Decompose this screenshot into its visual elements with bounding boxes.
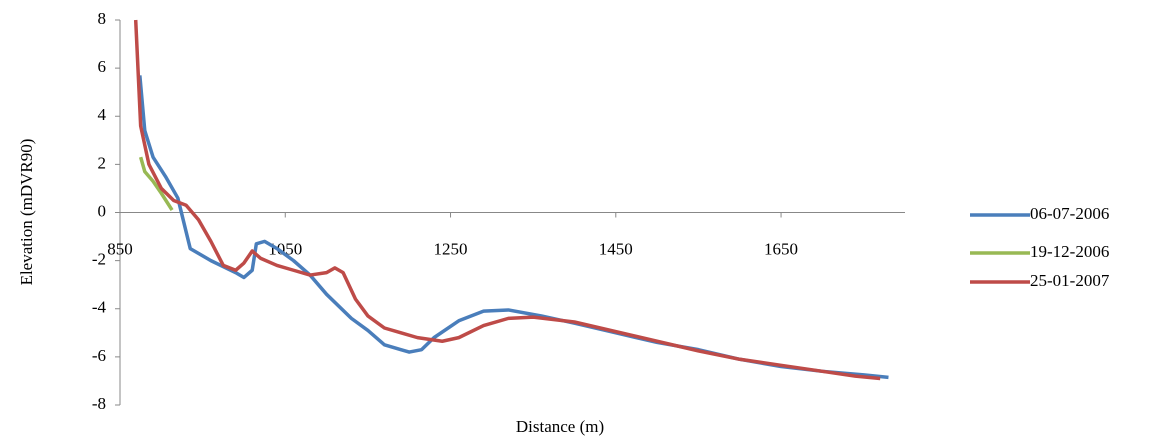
- y-tick-label: -6: [92, 346, 106, 365]
- x-tick-label: 1050: [268, 239, 302, 258]
- legend-label: 06-07-2006: [1030, 204, 1109, 223]
- x-tick-label: 1450: [599, 239, 633, 258]
- y-tick-label: 0: [98, 201, 107, 220]
- y-tick-label: 4: [98, 105, 107, 124]
- legend-label: 25-01-2007: [1030, 271, 1110, 290]
- y-tick-label: 8: [98, 9, 107, 28]
- y-tick-label: 2: [98, 153, 107, 172]
- series-line: [133, 19, 881, 381]
- series-line: [138, 75, 889, 380]
- y-tick-label: 6: [98, 57, 107, 76]
- series-line: [138, 156, 174, 212]
- y-tick-label: -8: [92, 394, 106, 413]
- y-axis-title: Elevation (mDVR90): [17, 139, 36, 286]
- y-tick-label: -4: [92, 298, 107, 317]
- x-axis-title: Distance (m): [516, 417, 604, 436]
- x-tick-label: 1650: [764, 239, 798, 258]
- y-tick-label: -2: [92, 250, 106, 269]
- x-tick-label: 1250: [434, 239, 468, 258]
- legend-label: 19-12-2006: [1030, 242, 1109, 261]
- x-tick-label: 850: [107, 239, 133, 258]
